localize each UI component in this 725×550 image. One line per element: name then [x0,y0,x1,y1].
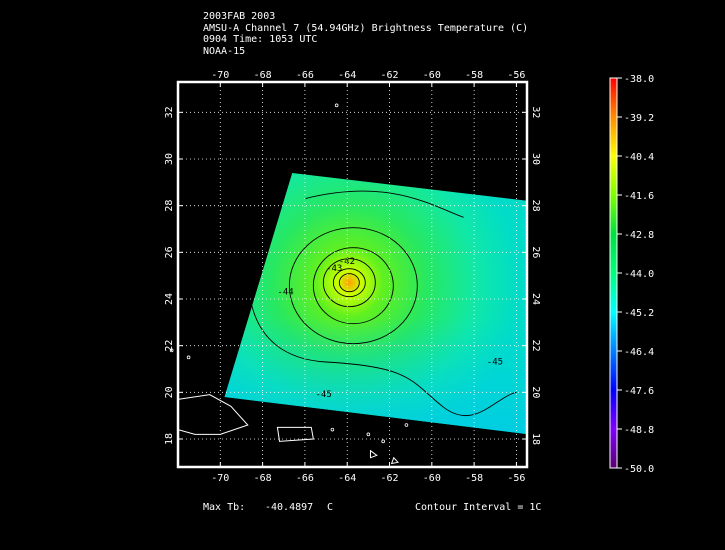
colorbar-tick-label: -50.0 [624,464,654,475]
lon-tick-label: -58 [465,473,483,484]
lon-tick-label: -56 [507,70,525,81]
lon-tick-label: -66 [296,473,314,484]
small-island [330,427,335,432]
lon-tick-label: -66 [296,70,314,81]
small-island [334,103,339,108]
colorbar-strip [609,77,618,469]
contour-label: -43 [326,264,342,274]
contour-interval: Contour Interval = 1C [415,502,542,513]
max-tb-unit: C [327,502,334,513]
lat-tick-label: 32 [164,106,175,118]
contour-line [312,247,394,325]
lat-tick-label: 28 [164,200,175,212]
lon-tick-label: -70 [211,70,229,81]
swath-shading [224,173,527,435]
lon-tick-label: -64 [338,473,356,484]
lat-tick-label: 18 [164,433,175,445]
lon-tick-label: -60 [423,473,441,484]
max-tb-value: -40.4897 [265,502,314,513]
contour-line [248,182,517,417]
lon-tick-label: -60 [423,70,441,81]
contour-line [338,273,360,293]
lat-tick-label: 30 [530,153,541,165]
contour-line [304,190,464,218]
island-coastline [177,394,249,435]
colorbar-tick-label: -42.8 [624,230,654,241]
colorbar-tick-label: -41.6 [624,191,654,202]
contour-label: -45 [487,357,503,367]
lat-tick-label: 18 [530,433,541,445]
small-island [366,432,371,437]
colorbar-tick-label: -47.6 [624,386,654,397]
lat-tick-label: 24 [530,293,541,305]
lat-tick-label: 20 [530,386,541,398]
lat-tick-label: 26 [164,246,175,258]
colorbar-tick-label: -39.2 [624,113,654,124]
lon-tick-label: -62 [380,473,398,484]
lon-tick-label: -68 [254,473,272,484]
lat-tick-label: 22 [530,340,541,352]
colorbar-tick-label: -48.8 [624,425,654,436]
title-line-4: NOAA-15 [203,45,246,57]
lon-tick-label: -62 [380,70,398,81]
map-frame [176,80,529,469]
small-island [404,423,409,427]
lon-tick-label: -56 [507,473,525,484]
small-island [186,355,191,360]
lon-tick-label: -58 [465,70,483,81]
small-island [169,348,174,353]
island-coastline [369,449,378,459]
island-coastline [390,456,399,465]
title-line-1: 2003FAB 2003 [203,11,276,22]
max-tb-label: Max Tb: [203,502,246,513]
contour-label: -44 [277,287,293,297]
header-block: 2003FAB 2003 AMSU-A Channel 7 (54.94GHz)… [203,11,528,57]
lat-tick-label: 28 [530,200,541,212]
title-line-2: AMSU-A Channel 7 (54.94GHz) Brightness T… [203,22,529,34]
contour-label: -45 [315,390,331,400]
lon-tick-label: -70 [211,473,229,484]
contour-line [322,258,376,308]
lat-tick-label: 30 [164,153,175,165]
lat-tick-label: 24 [164,293,175,305]
colorbar-tick-label: -46.4 [624,347,654,358]
island-coastline [276,426,314,442]
colorbar-tick-label: -44.0 [624,269,654,280]
colorbar-tick-label: -40.4 [624,152,654,163]
lon-tick-label: -64 [338,70,356,81]
contour-line [288,227,418,345]
title-line-3: 0904 Time: 1053 UTC [203,34,318,45]
lat-tick-label: 20 [164,386,175,398]
colorbar-tick-label: -38.0 [624,74,654,85]
small-island [381,439,385,444]
lon-tick-label: -68 [254,70,272,81]
lat-tick-label: 26 [530,246,541,258]
lat-tick-label: 22 [164,340,175,352]
colorbar-tick-label: -45.2 [624,308,654,319]
lat-tick-label: 32 [530,106,541,118]
contour-line [332,268,366,298]
